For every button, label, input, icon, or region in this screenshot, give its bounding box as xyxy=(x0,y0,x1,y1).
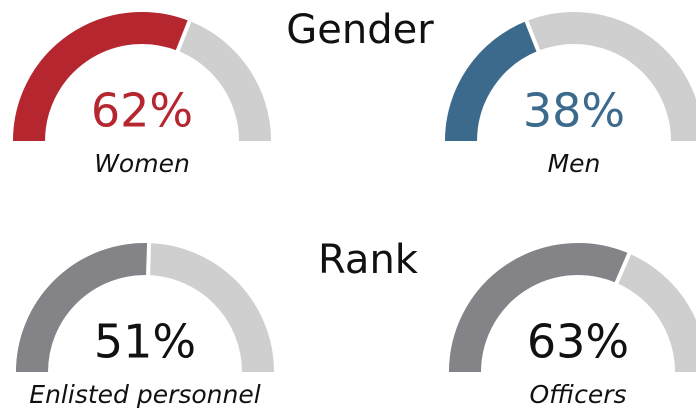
section-title: Rank xyxy=(318,237,419,283)
gauge-gap xyxy=(175,18,193,54)
gauge-gap xyxy=(145,241,152,278)
gauge-value-label: 62% xyxy=(91,84,193,138)
gauge-gap xyxy=(613,250,632,286)
gauge-gap xyxy=(523,18,541,54)
section-title: Gender xyxy=(286,7,434,53)
gauge-fill xyxy=(445,21,539,142)
gauge-fill xyxy=(16,243,150,373)
gauge-value-label: 38% xyxy=(523,84,625,138)
gauge-value-label: 63% xyxy=(527,315,629,369)
gauge-fill xyxy=(13,12,190,142)
gauge-label: Enlisted personnel xyxy=(29,380,260,408)
gauge-label: Officers xyxy=(529,380,626,408)
gauge-value-label: 51% xyxy=(94,315,196,369)
gauge-label: Women xyxy=(94,149,190,178)
gauge-label: Men xyxy=(548,149,601,178)
gauge-fill xyxy=(449,243,630,373)
